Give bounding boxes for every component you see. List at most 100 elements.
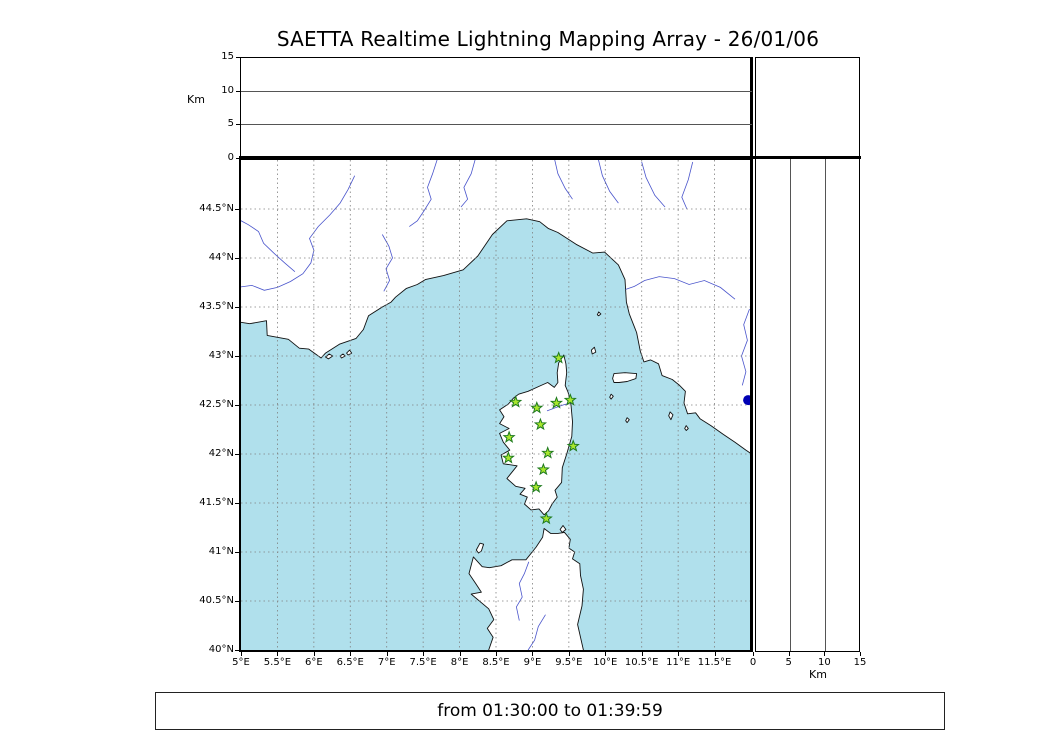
lon-tick-mark	[641, 652, 643, 656]
altitude-tick-label: 0	[227, 152, 234, 163]
landmass	[596, 311, 602, 317]
altitude-tick-label: 15	[221, 51, 234, 62]
sensor-station-star	[509, 395, 523, 408]
river	[554, 160, 573, 200]
altitude-longitude-panel	[240, 57, 753, 158]
lon-tick-label: 10.5°E	[624, 657, 659, 668]
landmass	[590, 346, 597, 355]
altitude-tick-mark	[860, 652, 861, 656]
sensor-station-star	[566, 439, 580, 452]
figure-title: SAETTA Realtime Lightning Mapping Array …	[276, 27, 820, 51]
altitude-tick-label: 10	[221, 84, 234, 96]
river	[515, 561, 530, 621]
lon-tick-label: 9°E	[523, 657, 542, 668]
lon-tick-mark	[423, 652, 425, 656]
sensor-station-star	[549, 396, 564, 409]
lon-tick-label: 6.5°E	[336, 657, 364, 668]
time-range-text: from 01:30:00 to 01:39:59	[437, 701, 663, 721]
lat-tick-label: 40°N	[208, 644, 234, 655]
river	[527, 614, 546, 650]
landmass	[241, 160, 751, 455]
lon-tick-label: 5.5°E	[263, 657, 292, 668]
lon-tick-label: 7°E	[377, 657, 396, 668]
river	[381, 234, 393, 292]
lat-tick-label: 44.5°N	[199, 203, 234, 214]
river	[741, 308, 750, 386]
panel-divider-horizontal	[239, 156, 861, 159]
map-panel	[239, 158, 753, 652]
river	[409, 160, 438, 227]
landmass	[609, 393, 614, 400]
altitude-gridline	[241, 124, 752, 126]
altitude-tick-mark	[753, 652, 754, 656]
lat-tick-mark	[235, 209, 239, 210]
landmass	[668, 411, 674, 421]
lon-tick-label: 8°E	[450, 657, 469, 668]
lon-tick-label: 10°E	[593, 657, 618, 668]
lon-tick-mark	[532, 652, 534, 656]
altitude-gridline	[241, 90, 752, 92]
lon-tick-mark	[313, 652, 315, 656]
river	[241, 175, 356, 291]
lon-tick-mark	[568, 652, 570, 656]
lat-tick-label: 40.5°N	[199, 595, 234, 606]
lat-tick-label: 41°N	[208, 546, 234, 557]
altitude-latitude-panel	[755, 158, 860, 652]
sensor-station-star	[529, 480, 543, 493]
altitude-tick-mark	[236, 90, 240, 92]
altitude-tick-label: 15	[853, 657, 867, 668]
lat-tick-mark	[235, 503, 239, 504]
lat-tick-label: 43°N	[208, 350, 234, 361]
lat-tick-label: 42.5°N	[199, 399, 234, 410]
altitude-tick-mark	[236, 57, 240, 58]
km-axis-label: Km	[187, 93, 205, 106]
landmass	[559, 525, 567, 533]
lat-tick-mark	[235, 454, 239, 455]
landmass	[325, 353, 334, 360]
lat-tick-mark	[235, 650, 239, 651]
lon-tick-label: 5°E	[232, 657, 250, 668]
sensor-station-star	[563, 393, 577, 406]
lon-tick-label: 6°E	[305, 657, 323, 668]
lon-tick-mark	[350, 652, 352, 656]
altitude-gridline	[825, 159, 826, 651]
lon-tick-label: 11.5°E	[697, 657, 732, 668]
lat-tick-mark	[235, 601, 239, 602]
altitude-tick-mark	[824, 652, 826, 656]
altitude-tick-mark	[236, 158, 240, 159]
river	[625, 276, 736, 300]
lon-tick-label: 11°E	[666, 657, 691, 668]
map-canvas	[241, 160, 751, 650]
sensor-station-star	[502, 430, 516, 443]
lat-tick-mark	[235, 307, 239, 308]
lat-tick-mark	[235, 356, 239, 357]
sensor-station-star	[539, 511, 553, 525]
lon-tick-label: 9.5°E	[555, 657, 583, 668]
landmass	[475, 542, 485, 554]
river	[598, 160, 619, 204]
lon-tick-mark	[277, 652, 279, 656]
river	[241, 220, 296, 273]
lon-tick-mark	[678, 652, 680, 656]
lon-tick-mark	[241, 652, 242, 656]
time-range-box: from 01:30:00 to 01:39:59	[155, 692, 945, 730]
altitude-tick-label: 5	[785, 657, 792, 668]
altitude-tick-label: 5	[227, 118, 234, 130]
lon-tick-mark	[496, 652, 497, 656]
lon-tick-mark	[714, 652, 716, 656]
lon-tick-label: 8.5°E	[482, 657, 510, 668]
panel-divider-vertical	[750, 57, 753, 652]
altitude-tick-label: 10	[817, 657, 831, 668]
river	[681, 161, 694, 210]
altitude-tick-mark	[788, 652, 790, 656]
lat-tick-mark	[235, 405, 239, 406]
event-dot	[743, 395, 751, 406]
landmass	[468, 528, 584, 650]
sensor-station-star	[501, 450, 515, 464]
altitude-tick-label: 0	[749, 657, 757, 668]
lat-tick-label: 44°N	[208, 252, 234, 263]
lat-tick-mark	[235, 258, 239, 259]
river	[641, 161, 666, 208]
landmass	[612, 372, 638, 383]
